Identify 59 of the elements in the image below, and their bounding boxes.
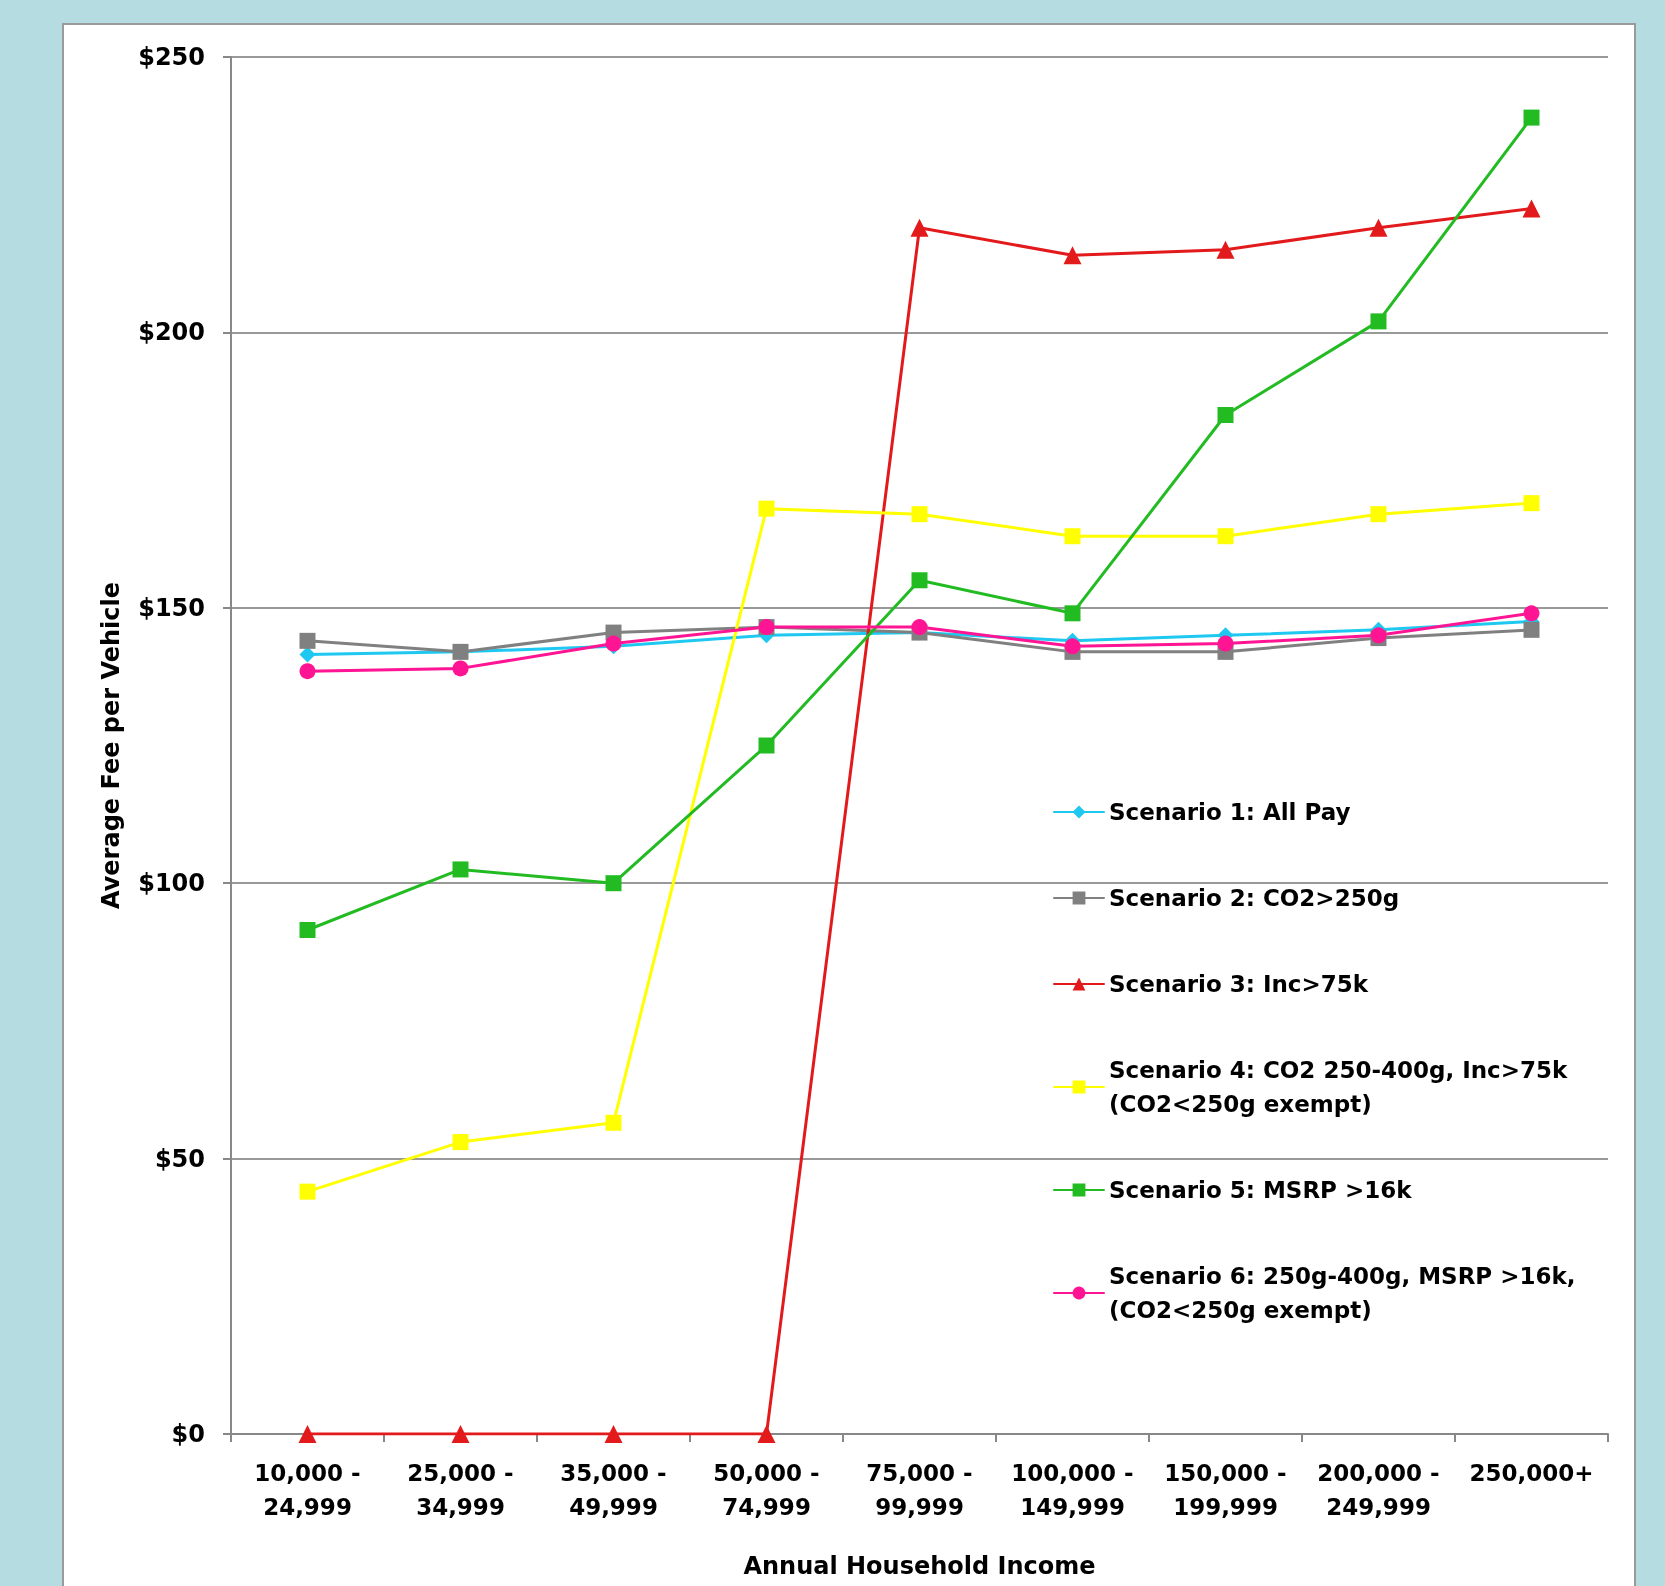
point [298, 1425, 317, 1443]
point [1064, 638, 1081, 655]
point [1064, 605, 1081, 622]
point [911, 619, 928, 636]
point [1523, 109, 1540, 126]
point [911, 572, 928, 589]
legend-label: Scenario 6: 250g-400g, MSRP >16k, (CO2<250g exempt) [1109, 1263, 1576, 1323]
point [1369, 218, 1388, 237]
point [452, 1134, 469, 1151]
x-tick-label: 50,000 - 74,999 [713, 1460, 820, 1520]
y-tick-label: $50 [154, 1144, 205, 1173]
point [757, 1425, 776, 1443]
x-tick-label: 100,000 - 149,999 [1011, 1460, 1134, 1520]
legend-label: Scenario 3: Inc>75k [1109, 971, 1369, 997]
x-tick-label: 150,000 - 199,999 [1164, 1460, 1287, 1520]
point [605, 1114, 622, 1131]
point [1064, 528, 1081, 545]
y-tick-label: $0 [171, 1420, 205, 1448]
x-axis-title: Annual Household Income [743, 1552, 1096, 1580]
point [910, 218, 929, 237]
point [451, 1425, 470, 1443]
point [299, 646, 316, 663]
point [1523, 621, 1540, 638]
x-tick-label: 250,000+ [1469, 1460, 1594, 1486]
legend-label: Scenario 5: MSRP >16k [1109, 1177, 1413, 1203]
point [758, 737, 775, 754]
point [1063, 246, 1082, 265]
point [1217, 635, 1234, 652]
y-axis-title: Average Fee per Vehicle [97, 581, 125, 910]
y-tick-label: $200 [138, 318, 205, 347]
point [605, 875, 622, 892]
point [604, 1425, 623, 1443]
x-tick-label: 200,000 - 249,999 [1317, 1460, 1440, 1520]
point [1217, 528, 1234, 545]
point [1523, 495, 1540, 512]
point [1216, 240, 1235, 259]
point [1370, 313, 1387, 330]
x-tick-label: 25,000 - 34,999 [407, 1460, 514, 1520]
point [1217, 407, 1234, 424]
x-tick-label: 75,000 - 99,999 [866, 1460, 973, 1520]
legend-label: Scenario 1: All Pay [1109, 799, 1351, 825]
legend-label: Scenario 2: CO2>250g [1109, 885, 1400, 911]
x-tick-label: 35,000 - 49,999 [560, 1460, 667, 1520]
point [299, 922, 316, 939]
point [1522, 199, 1541, 218]
point [452, 861, 469, 878]
y-tick-label: $150 [138, 593, 205, 622]
point [299, 632, 316, 649]
y-tick-label: $250 [138, 43, 205, 71]
x-tick-label: 10,000 - 24,999 [254, 1460, 361, 1520]
point [911, 506, 928, 523]
y-tick-label: $100 [138, 869, 205, 898]
point [1370, 506, 1387, 523]
point [1523, 605, 1540, 622]
point [299, 1183, 316, 1200]
point [758, 500, 775, 517]
point [452, 660, 469, 677]
point [299, 663, 316, 680]
legend-label: Scenario 4: CO2 250-400g, Inc>75k (CO2<250g exempt) [1109, 1057, 1568, 1117]
